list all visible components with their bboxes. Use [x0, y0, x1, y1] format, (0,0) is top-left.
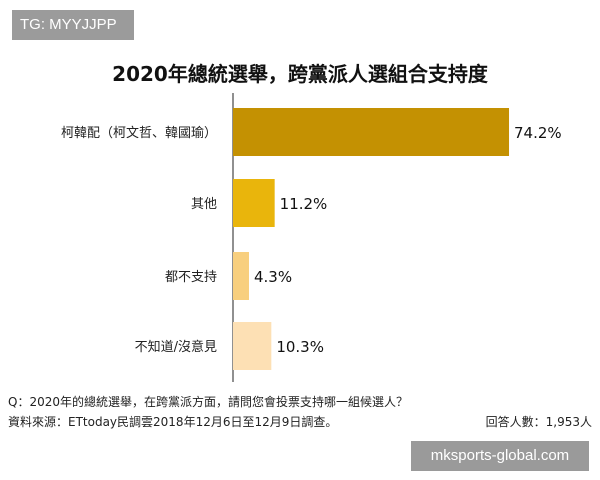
bar — [233, 108, 510, 156]
value-label: 4.3% — [254, 268, 292, 286]
footnote-question: Q：2020年的總統選舉，在跨黨派方面，請問您會投票支持哪一組候選人？ — [8, 395, 408, 409]
value-label: 10.3% — [276, 338, 324, 356]
chart-title: 2020年總統選舉，跨黨派人選組合支持度 — [112, 62, 488, 86]
bar — [233, 252, 249, 300]
watermark: mksports-global.com — [411, 441, 589, 471]
tag-badge: TG: MYYJJPP — [12, 10, 134, 40]
bar-chart: 柯韓配（柯文哲、韓國瑜） 74.2% 其他 11.2% 都不支持 4.3% 不知道/沒意見 1… — [61, 93, 562, 382]
value-label: 11.2% — [280, 195, 328, 213]
category-label: 都不支持 — [165, 270, 217, 285]
bar — [233, 322, 272, 370]
category-label: 不知道/沒意見 — [135, 339, 217, 355]
bar — [233, 179, 275, 227]
footnote-respondents: 回答人數：1,953人 — [485, 415, 592, 429]
footnote-source: 資料來源：ETtoday民調雲2018年12月6日至12月9日調查。 — [8, 415, 338, 429]
value-label: 74.2% — [514, 124, 562, 142]
category-label: 柯韓配（柯文哲、韓國瑜） — [61, 126, 217, 141]
category-label: 其他 — [191, 197, 217, 212]
